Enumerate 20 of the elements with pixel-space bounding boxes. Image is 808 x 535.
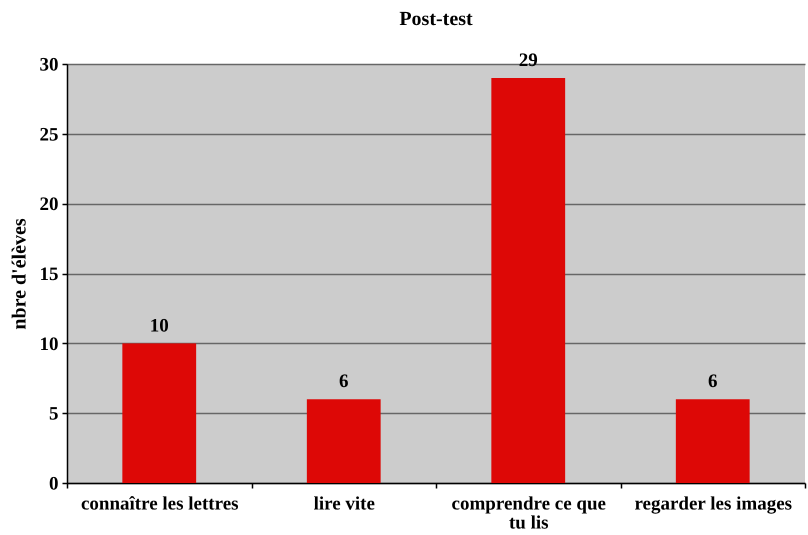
y-tick-label: 5: [49, 404, 58, 425]
data-label: 6: [708, 371, 718, 392]
bar: [491, 78, 566, 483]
x-tick-label: comprendre ce que tu lis: [452, 494, 606, 534]
y-axis-title: nbre d'élèves: [8, 218, 30, 330]
bar: [122, 343, 196, 483]
y-tick-label: 30: [40, 54, 58, 76]
bar: [676, 399, 750, 483]
y-tick-label: 15: [40, 264, 58, 285]
x-tick-label: regarder les images: [634, 494, 792, 514]
bar: [306, 399, 381, 483]
y-tick-label: 25: [40, 124, 58, 146]
x-tick-label: lire vite: [314, 494, 375, 514]
x-tick-label: connaître les lettres: [80, 494, 239, 514]
y-tick-label: 10: [40, 334, 58, 355]
chart-title: Post-test: [399, 8, 473, 30]
data-label: 6: [339, 371, 348, 392]
y-tick-label: 20: [40, 194, 58, 216]
y-tick-label: 0: [49, 474, 58, 494]
data-label: 10: [150, 315, 169, 336]
